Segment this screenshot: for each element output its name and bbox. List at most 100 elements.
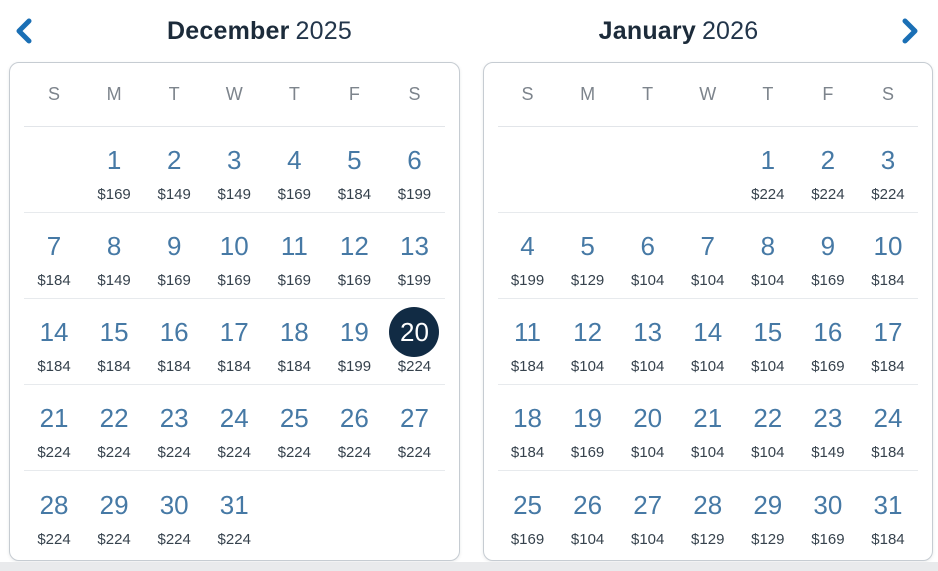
date-cell-january-26[interactable]: 26 $104 <box>558 471 618 557</box>
price-label: $224 <box>97 444 131 461</box>
day-number: 12 <box>573 317 603 347</box>
date-cell-january-17[interactable]: 17 $184 <box>858 299 918 384</box>
empty-cell <box>384 471 444 557</box>
date-cell-december-18[interactable]: 18 $184 <box>264 299 324 384</box>
day-number: 16 <box>159 317 189 347</box>
day-header-cell: S <box>881 84 894 104</box>
date-cell-january-5[interactable]: 5 $129 <box>558 213 618 298</box>
price-label: $184 <box>157 358 191 375</box>
date-cell-december-17[interactable]: 17 $184 <box>204 299 264 384</box>
price-label: $224 <box>157 444 191 461</box>
date-cell-december-3[interactable]: 3 $149 <box>204 127 264 212</box>
prev-month-button[interactable] <box>2 9 46 53</box>
day-number: 17 <box>873 317 903 347</box>
day-number: 2 <box>166 145 182 175</box>
price-label: $184 <box>510 444 545 461</box>
date-cell-january-30[interactable]: 30 $169 <box>798 471 858 557</box>
month-year: 2026 <box>701 16 759 45</box>
date-cell-december-7[interactable]: 7 $184 <box>24 213 84 298</box>
week-row: 25 $169 26 $104 27 $104 28 $129 29 $129 30 $169 31 $1… <box>498 471 919 557</box>
week-row: 18 $184 19 $169 20 $104 21 $104 22 $104 23 $149 24 $1… <box>497 385 918 471</box>
date-cell-january-31[interactable]: 31 $184 <box>858 471 918 557</box>
day-header-cell: S <box>521 84 534 104</box>
day-number <box>389 480 439 530</box>
date-cell-december-26[interactable]: 26 $224 <box>324 385 384 470</box>
date-cell-january-19[interactable]: 19 $169 <box>558 385 618 470</box>
price-label: $169 <box>337 272 372 289</box>
date-cell-january-2[interactable]: 2 $224 <box>798 127 858 212</box>
date-cell-december-13[interactable]: 13 $199 <box>384 213 444 298</box>
date-cell-january-27[interactable]: 27 $104 <box>618 471 678 557</box>
date-cell-january-3[interactable]: 3 $224 <box>858 127 918 212</box>
date-cell-january-12[interactable]: 12 $104 <box>558 299 618 384</box>
date-cell-december-23[interactable]: 23 $224 <box>144 385 204 470</box>
date-cell-january-6[interactable]: 6 $104 <box>618 213 678 298</box>
date-cell-december-6[interactable]: 6 $199 <box>384 127 444 212</box>
date-cell-january-23[interactable]: 23 $149 <box>798 385 858 470</box>
day-number: 26 <box>339 403 369 433</box>
day-number: 28 <box>693 489 723 520</box>
day-number: 13 <box>399 231 429 261</box>
date-cell-december-27[interactable]: 27 $224 <box>384 385 444 470</box>
date-cell-january-28[interactable]: 28 $129 <box>678 471 738 557</box>
day-header-cell: T <box>762 84 774 104</box>
date-cell-december-20[interactable]: 20 $224 <box>384 299 444 384</box>
date-cell-december-31[interactable]: 31 $224 <box>204 471 264 557</box>
day-number: 20 <box>389 307 440 357</box>
next-month-button[interactable] <box>888 9 932 53</box>
price-label: $104 <box>630 530 665 548</box>
date-cell-december-5[interactable]: 5 $184 <box>324 127 384 212</box>
date-cell-december-12[interactable]: 12 $169 <box>324 213 384 298</box>
date-cell-december-2[interactable]: 2 $149 <box>144 127 204 212</box>
date-cell-december-10[interactable]: 10 $169 <box>204 213 264 298</box>
date-cell-december-28[interactable]: 28 $224 <box>24 471 84 557</box>
date-cell-january-13[interactable]: 13 $104 <box>618 299 678 384</box>
date-cell-january-14[interactable]: 14 $104 <box>678 299 738 384</box>
date-cell-december-11[interactable]: 11 $169 <box>264 213 324 298</box>
date-cell-january-1[interactable]: 1 $224 <box>738 127 798 212</box>
day-number <box>683 135 733 185</box>
date-cell-january-25[interactable]: 25 $169 <box>498 471 558 557</box>
price-label: $129 <box>691 530 725 548</box>
date-cell-january-7[interactable]: 7 $104 <box>678 213 738 298</box>
date-cell-january-9[interactable]: 9 $169 <box>798 213 858 298</box>
day-number: 9 <box>166 231 182 261</box>
date-cell-december-25[interactable]: 25 $224 <box>264 385 324 470</box>
price-label: $199 <box>397 186 432 203</box>
date-cell-december-16[interactable]: 16 $184 <box>144 299 204 384</box>
day-number: 27 <box>633 489 663 520</box>
date-cell-december-4[interactable]: 4 $169 <box>264 127 324 212</box>
date-cell-december-8[interactable]: 8 $149 <box>84 213 144 298</box>
date-cell-december-15[interactable]: 15 $184 <box>84 299 144 384</box>
chevron-left-icon <box>13 18 35 44</box>
date-cell-december-9[interactable]: 9 $169 <box>144 213 204 298</box>
date-cell-january-15[interactable]: 15 $104 <box>738 299 798 384</box>
day-number: 5 <box>347 145 362 175</box>
price-label: $149 <box>157 186 191 203</box>
date-cell-december-21[interactable]: 21 $224 <box>24 385 84 470</box>
date-cell-january-4[interactable]: 4 $199 <box>498 213 558 298</box>
day-number: 15 <box>753 317 783 347</box>
date-cell-december-22[interactable]: 22 $224 <box>84 385 144 470</box>
day-header-cell: M <box>580 84 596 104</box>
date-cell-december-14[interactable]: 14 $184 <box>24 299 84 384</box>
date-cell-january-16[interactable]: 16 $169 <box>798 299 858 384</box>
date-cell-december-1[interactable]: 1 $169 <box>84 127 144 212</box>
date-cell-january-24[interactable]: 24 $184 <box>858 385 918 470</box>
week-row: 21 $224 22 $224 23 $224 24 $224 25 $224 26 $224 27 $2… <box>24 385 445 471</box>
date-cell-december-29[interactable]: 29 $224 <box>84 471 144 557</box>
price-label: $149 <box>97 272 131 289</box>
date-cell-january-29[interactable]: 29 $129 <box>738 471 798 557</box>
date-cell-december-24[interactable]: 24 $224 <box>204 385 264 470</box>
date-cell-january-11[interactable]: 11 $184 <box>498 299 558 384</box>
date-cell-december-19[interactable]: 19 $199 <box>324 299 384 384</box>
date-cell-january-8[interactable]: 8 $104 <box>738 213 798 298</box>
date-cell-january-21[interactable]: 21 $104 <box>678 385 738 470</box>
price-label: $129 <box>570 272 605 289</box>
date-cell-january-18[interactable]: 18 $184 <box>498 385 558 470</box>
price-label: $104 <box>630 358 665 375</box>
date-cell-december-30[interactable]: 30 $224 <box>144 471 204 557</box>
date-cell-january-20[interactable]: 20 $104 <box>618 385 678 470</box>
date-cell-january-22[interactable]: 22 $104 <box>738 385 798 470</box>
date-cell-january-10[interactable]: 10 $184 <box>858 213 918 298</box>
